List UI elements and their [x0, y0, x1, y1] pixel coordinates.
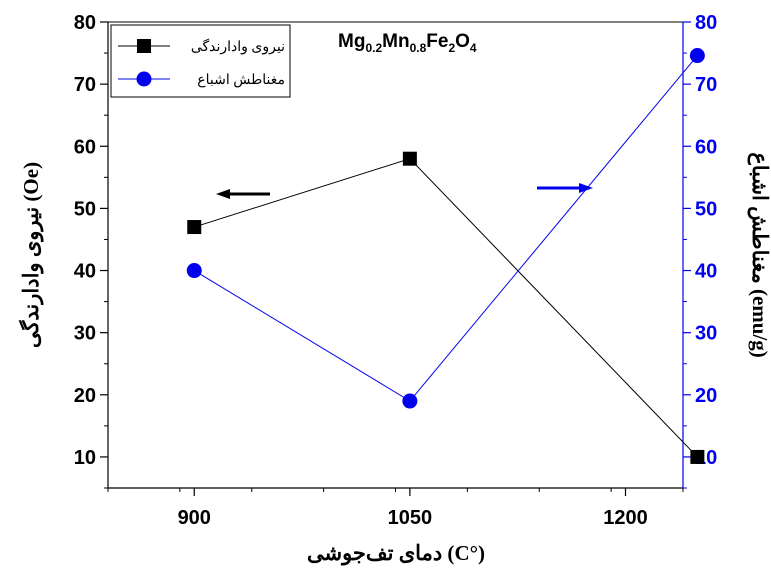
- left-axis-title: نیروی وادارندگی (Oe): [18, 162, 44, 348]
- left-tick-label: 30: [74, 323, 96, 345]
- title-element-mn: Mn: [382, 31, 409, 52]
- right-axis-arrow-head: [579, 183, 593, 193]
- legend-label-coercivity: نیروی وادارندگی: [191, 38, 285, 55]
- left-tick-label: 10: [74, 447, 96, 469]
- right-tick-label: 80: [695, 12, 717, 34]
- left-tick-label: 80: [74, 12, 96, 34]
- x-axis-title: (°C) دمای تف‌جوشی: [307, 541, 485, 566]
- left-axis-ticks: 10 20 30 40 50 60 70 80: [74, 12, 108, 489]
- series-0-point-square: [402, 151, 417, 166]
- title-sub-fe: 2: [448, 41, 455, 55]
- left-axis-arrow-head: [216, 189, 230, 199]
- legend-marker-square: [137, 39, 151, 53]
- series-layer: [186, 48, 705, 464]
- right-tick-label: 60: [695, 136, 717, 158]
- title-sub-mn: 0.8: [410, 41, 427, 55]
- series-0-point-square: [187, 220, 202, 235]
- bottom-tick-label: 1050: [388, 507, 433, 529]
- left-tick-label: 70: [74, 74, 96, 96]
- legend-marker-circle: [136, 71, 152, 87]
- bottom-tick-label: 900: [178, 507, 211, 529]
- right-tick-label: 40: [695, 261, 717, 283]
- title-sub-mg: 0.2: [365, 41, 382, 55]
- series-1-point-circle: [689, 48, 705, 64]
- title-element-o: O: [455, 31, 470, 52]
- legend-label-saturation: مغناطش اشباع: [197, 73, 285, 88]
- left-tick-label: 60: [74, 136, 96, 158]
- right-axis-arrow: [537, 183, 593, 193]
- bottom-tick-label: 1200: [603, 507, 648, 529]
- right-axis-title: مغناطش اشباع (emu/g): [747, 152, 771, 358]
- right-tick-label: 30: [695, 323, 717, 345]
- bottom-axis-ticks: 900 1050 1200: [107, 488, 684, 529]
- chart-title: Mg0.2Mn0.8Fe2O4: [338, 31, 477, 55]
- title-element-fe: Fe: [426, 31, 448, 52]
- left-tick-label: 20: [74, 385, 96, 407]
- title-sub-o: 4: [470, 41, 477, 55]
- title-element-mg: Mg: [338, 31, 365, 52]
- left-tick-label: 40: [74, 261, 96, 283]
- left-tick-label: 50: [74, 198, 96, 220]
- legend: نیروی وادارندگی مغناطش اشباع: [110, 24, 291, 98]
- series-1-point-circle: [402, 393, 418, 409]
- left-axis-arrow: [216, 189, 270, 199]
- series-0-point-square: [690, 449, 705, 464]
- right-tick-label: 50: [695, 198, 717, 220]
- series-1-point-circle: [186, 263, 202, 279]
- right-tick-label: 70: [695, 74, 717, 96]
- right-tick-label: 20: [695, 385, 717, 407]
